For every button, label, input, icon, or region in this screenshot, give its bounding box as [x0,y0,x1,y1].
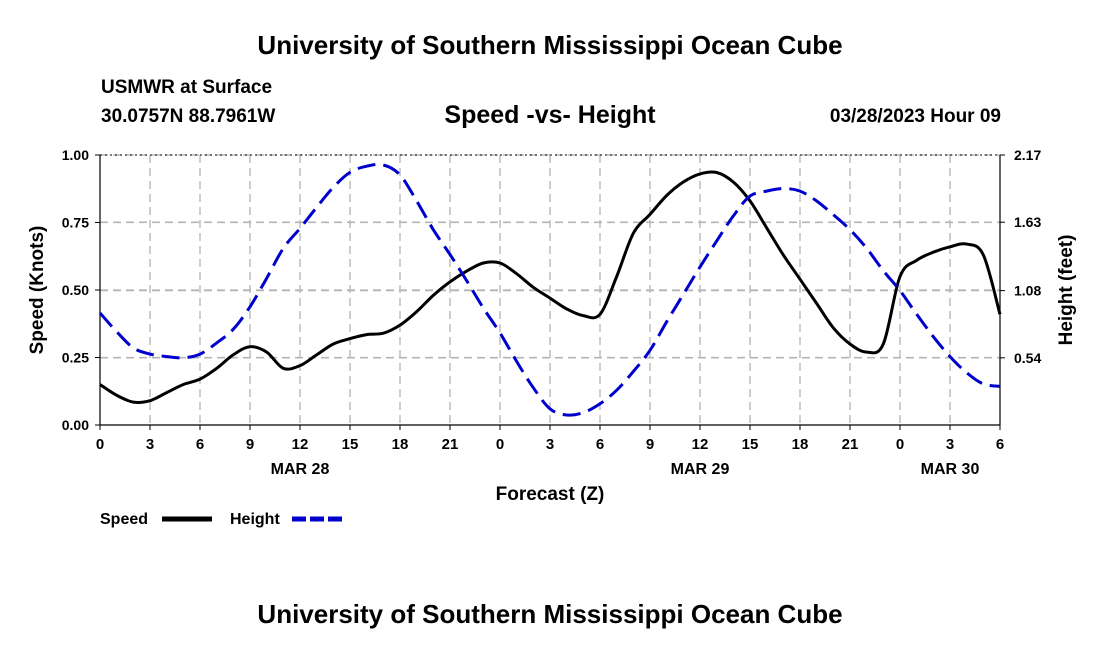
x-tick-label: 18 [792,436,809,453]
chart-title: Speed -vs- Height [444,101,656,129]
x-tick-label: 6 [596,436,604,453]
y-tick-label: 0.50 [62,282,89,298]
main-title: University of Southern Mississippi Ocean… [257,30,843,60]
x-tick-label: 3 [146,436,154,453]
x-tick-label: 9 [646,436,654,453]
x-tick-label: 15 [742,436,759,453]
x-tick-label: 6 [196,436,204,453]
x-tick-label: 0 [896,436,904,453]
x-tick-label: 0 [496,436,504,453]
y-tick-label: 0.25 [62,350,89,366]
day-label: MAR 28 [271,461,330,478]
y-tick-label: 0.00 [62,417,89,433]
y2-tick-label: 1.63 [1014,214,1041,230]
station-label: USMWR at Surface [101,77,273,98]
x-tick-label: 3 [546,436,554,453]
x-axis-title: Forecast (Z) [496,484,605,505]
y-tick-label: 0.75 [62,215,89,231]
x-tick-label: 12 [292,436,309,453]
station-coordinates: 30.0757N 88.7961W [101,106,276,127]
x-tick-label: 21 [442,436,459,453]
y2-tick-label: 1.08 [1014,283,1041,299]
height-series-line [98,162,1001,417]
x-tick-label: 0 [96,436,104,453]
legend-label-speed: Speed [100,511,148,528]
x-tick-label: 6 [996,436,1004,453]
x-tick-label: 3 [946,436,954,453]
forecast-datetime: 03/28/2023 Hour 09 [829,106,1001,127]
x-tick-label: 21 [842,436,859,453]
footer-title: University of Southern Mississippi Ocean… [257,599,843,629]
x-tick-label: 12 [692,436,709,453]
x-tick-label: 18 [392,436,409,453]
y-tick-label: 1.00 [62,147,89,163]
x-tick-label: 15 [342,436,359,453]
day-label: MAR 29 [671,461,730,478]
y2-axis-title: Height (feet) [1056,235,1077,346]
legend-label-height: Height [230,511,280,528]
y2-tick-label: 0.54 [1014,350,1041,366]
speed-series-line [99,170,1002,404]
x-tick-label: 9 [246,436,254,453]
y-axis-title: Speed (Knots) [27,226,48,355]
day-label: MAR 30 [921,461,980,478]
y2-tick-label: 2.17 [1014,147,1041,163]
